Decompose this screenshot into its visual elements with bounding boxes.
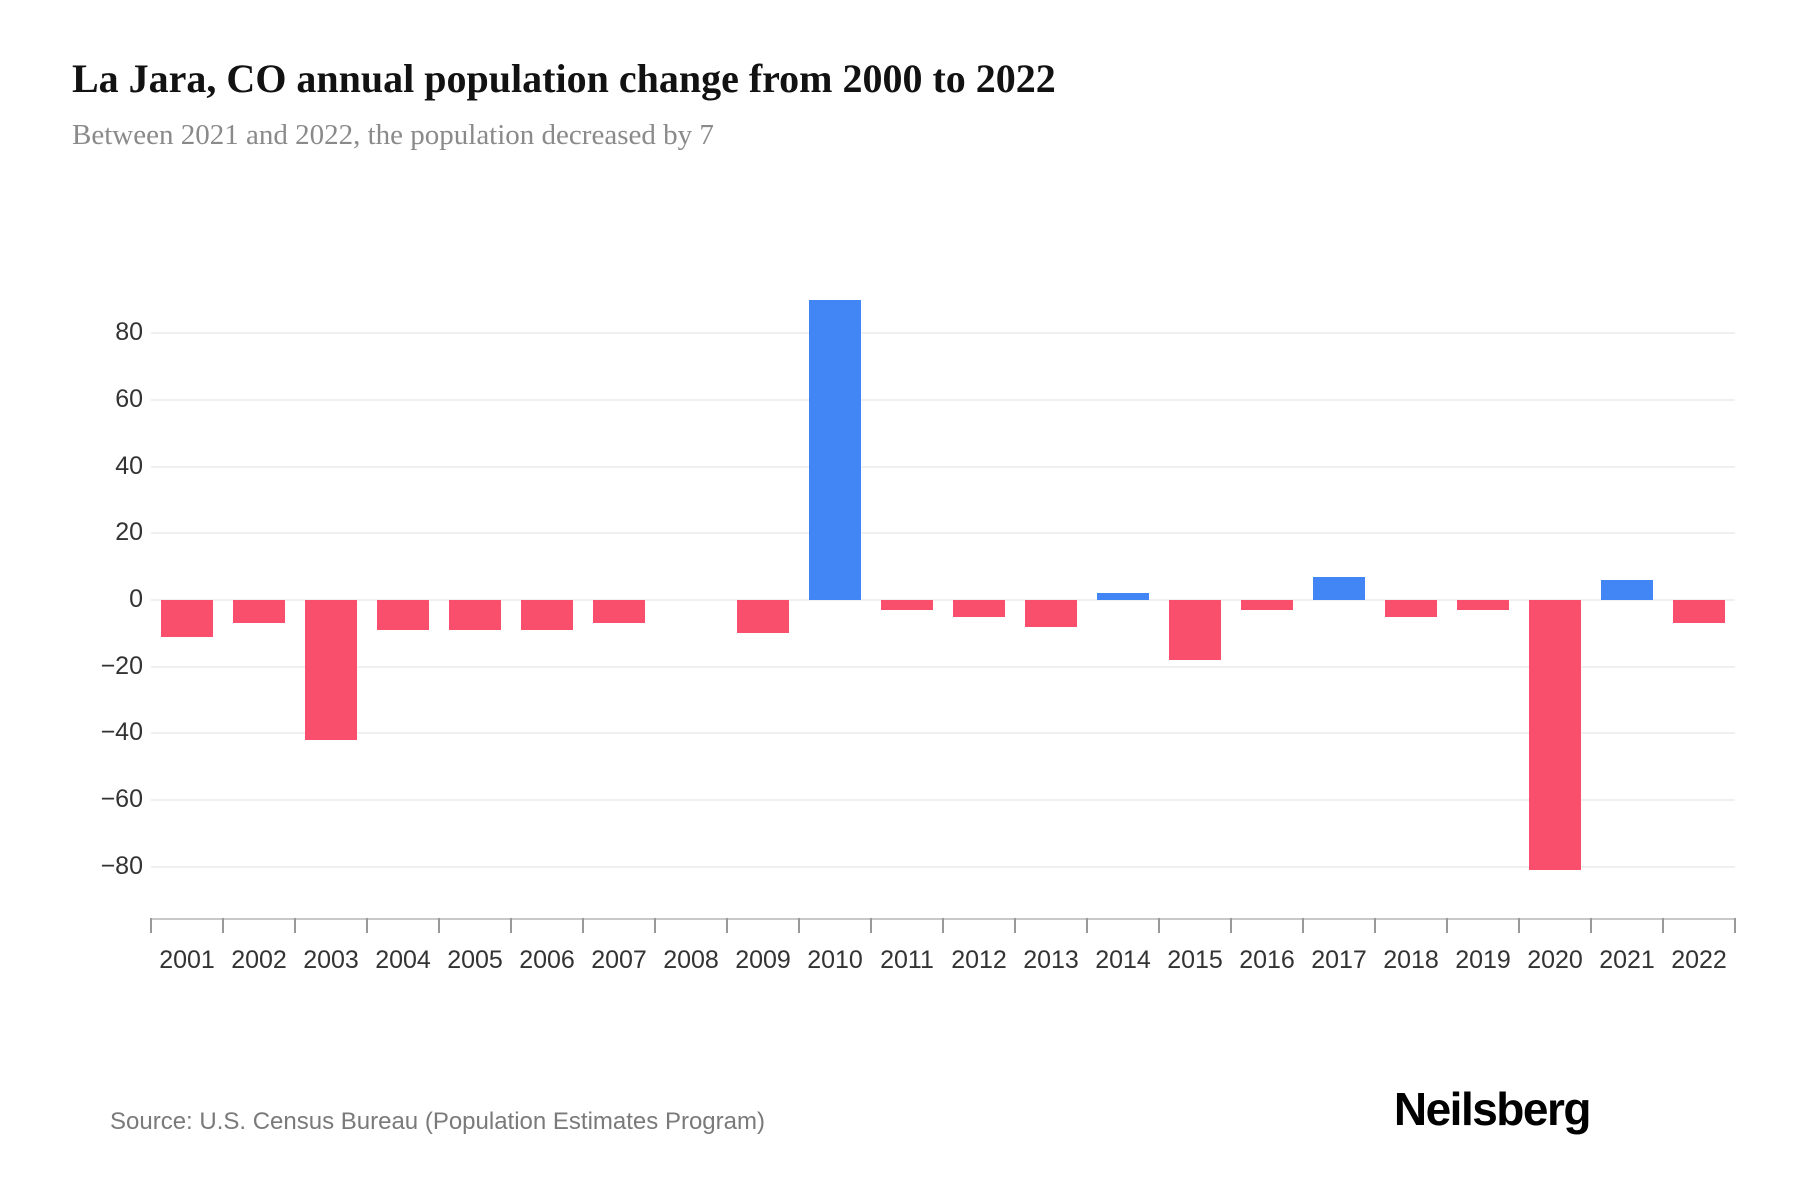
neilsberg-logo: Neilsberg — [1393, 1083, 1592, 1135]
x-axis-label-2014: 2014 — [1095, 946, 1151, 974]
x-axis-label-2018: 2018 — [1383, 946, 1439, 974]
bar-2018[interactable] — [1385, 600, 1437, 617]
x-axis-tick — [366, 918, 368, 933]
chart-subtitle: Between 2021 and 2022, the population de… — [72, 119, 714, 151]
x-axis-label-2016: 2016 — [1239, 946, 1295, 974]
bar-2014[interactable] — [1097, 593, 1149, 600]
x-axis-label-2012: 2012 — [951, 946, 1007, 974]
x-axis-tick — [1230, 918, 1232, 933]
y-gridline--20 — [151, 665, 1735, 668]
y-gridline-40 — [151, 465, 1735, 468]
bar-2017[interactable] — [1313, 576, 1365, 600]
x-axis-tick — [1446, 918, 1448, 933]
y-gridline--80 — [151, 865, 1735, 868]
x-axis-tick — [438, 918, 440, 933]
bar-2020[interactable] — [1529, 600, 1581, 871]
x-axis-label-2011: 2011 — [880, 946, 934, 974]
bar-2002[interactable] — [233, 600, 285, 624]
x-axis-tick — [726, 918, 728, 933]
x-axis-label-2006: 2006 — [519, 946, 575, 974]
bar-2012[interactable] — [953, 600, 1005, 617]
x-axis-label-2013: 2013 — [1023, 946, 1079, 974]
x-axis-label-2015: 2015 — [1167, 946, 1223, 974]
y-gridline-20 — [151, 532, 1735, 535]
bar-2013[interactable] — [1025, 600, 1077, 627]
x-axis-label-2019: 2019 — [1455, 946, 1511, 974]
x-axis-tick — [942, 918, 944, 933]
y-gridline--40 — [151, 732, 1735, 735]
x-axis-tick — [294, 918, 296, 933]
x-axis-label-2004: 2004 — [375, 946, 431, 974]
x-axis-tick — [1014, 918, 1016, 933]
x-axis-tick — [1662, 918, 1664, 933]
y-axis-label-0: 0 — [129, 585, 143, 613]
y-axis-label-60: 60 — [115, 384, 143, 413]
x-axis-tick — [510, 918, 512, 933]
y-axis-label--60: −60 — [100, 785, 143, 814]
x-axis-label-2005: 2005 — [447, 946, 503, 974]
x-axis-label-2017: 2017 — [1311, 946, 1367, 974]
x-axis-label-2008: 2008 — [663, 946, 719, 974]
x-axis-label-2021: 2021 — [1599, 946, 1655, 974]
x-axis-label-2002: 2002 — [231, 946, 287, 974]
y-axis-label--20: −20 — [100, 651, 143, 680]
x-axis-tick — [1374, 918, 1376, 933]
x-axis-tick — [222, 918, 224, 933]
bar-2004[interactable] — [377, 600, 429, 630]
y-gridline-0 — [151, 599, 1735, 601]
x-axis-tick — [582, 918, 584, 933]
x-axis-label-2003: 2003 — [303, 946, 359, 974]
bar-2021[interactable] — [1601, 579, 1653, 600]
bar-2007[interactable] — [593, 600, 645, 624]
bar-2003[interactable] — [305, 600, 357, 741]
x-axis-tick — [1518, 918, 1520, 933]
y-axis-label-80: 80 — [115, 318, 143, 347]
x-axis-tick — [870, 918, 872, 933]
bar-2016[interactable] — [1241, 600, 1293, 610]
bar-2022[interactable] — [1673, 600, 1725, 624]
x-axis-label-2010: 2010 — [807, 946, 863, 974]
y-gridline--60 — [151, 799, 1735, 802]
y-axis-label-20: 20 — [115, 518, 143, 547]
x-axis-tick — [1734, 918, 1736, 933]
bar-2009[interactable] — [737, 600, 789, 634]
x-axis-tick — [1590, 918, 1592, 933]
bar-2019[interactable] — [1457, 600, 1509, 610]
x-axis-tick — [1302, 918, 1304, 933]
x-axis-tick — [1158, 918, 1160, 933]
x-axis-label-2001: 2001 — [159, 946, 215, 974]
x-axis-tick — [654, 918, 656, 933]
y-axis-label--80: −80 — [100, 851, 143, 880]
y-gridline-60 — [151, 398, 1735, 401]
x-axis-label-2022: 2022 — [1671, 946, 1727, 974]
x-axis-tick — [798, 918, 800, 933]
bar-2005[interactable] — [449, 600, 501, 630]
y-gridline-80 — [151, 332, 1735, 335]
x-axis-label-2020: 2020 — [1527, 946, 1583, 974]
y-axis-label--40: −40 — [100, 718, 143, 747]
x-axis-tick — [150, 918, 152, 933]
y-axis-label-40: 40 — [115, 451, 143, 480]
chart-title: La Jara, CO annual population change fro… — [72, 56, 1056, 101]
source-credit: Source: U.S. Census Bureau (Population E… — [110, 1108, 765, 1135]
bar-2015[interactable] — [1169, 600, 1221, 661]
x-axis-label-2007: 2007 — [591, 946, 647, 974]
bar-2010[interactable] — [809, 299, 861, 600]
bar-2001[interactable] — [161, 600, 213, 637]
bar-2011[interactable] — [881, 600, 933, 610]
x-axis-tick — [1086, 918, 1088, 933]
bar-2006[interactable] — [521, 600, 573, 630]
x-axis-label-2009: 2009 — [735, 946, 791, 974]
